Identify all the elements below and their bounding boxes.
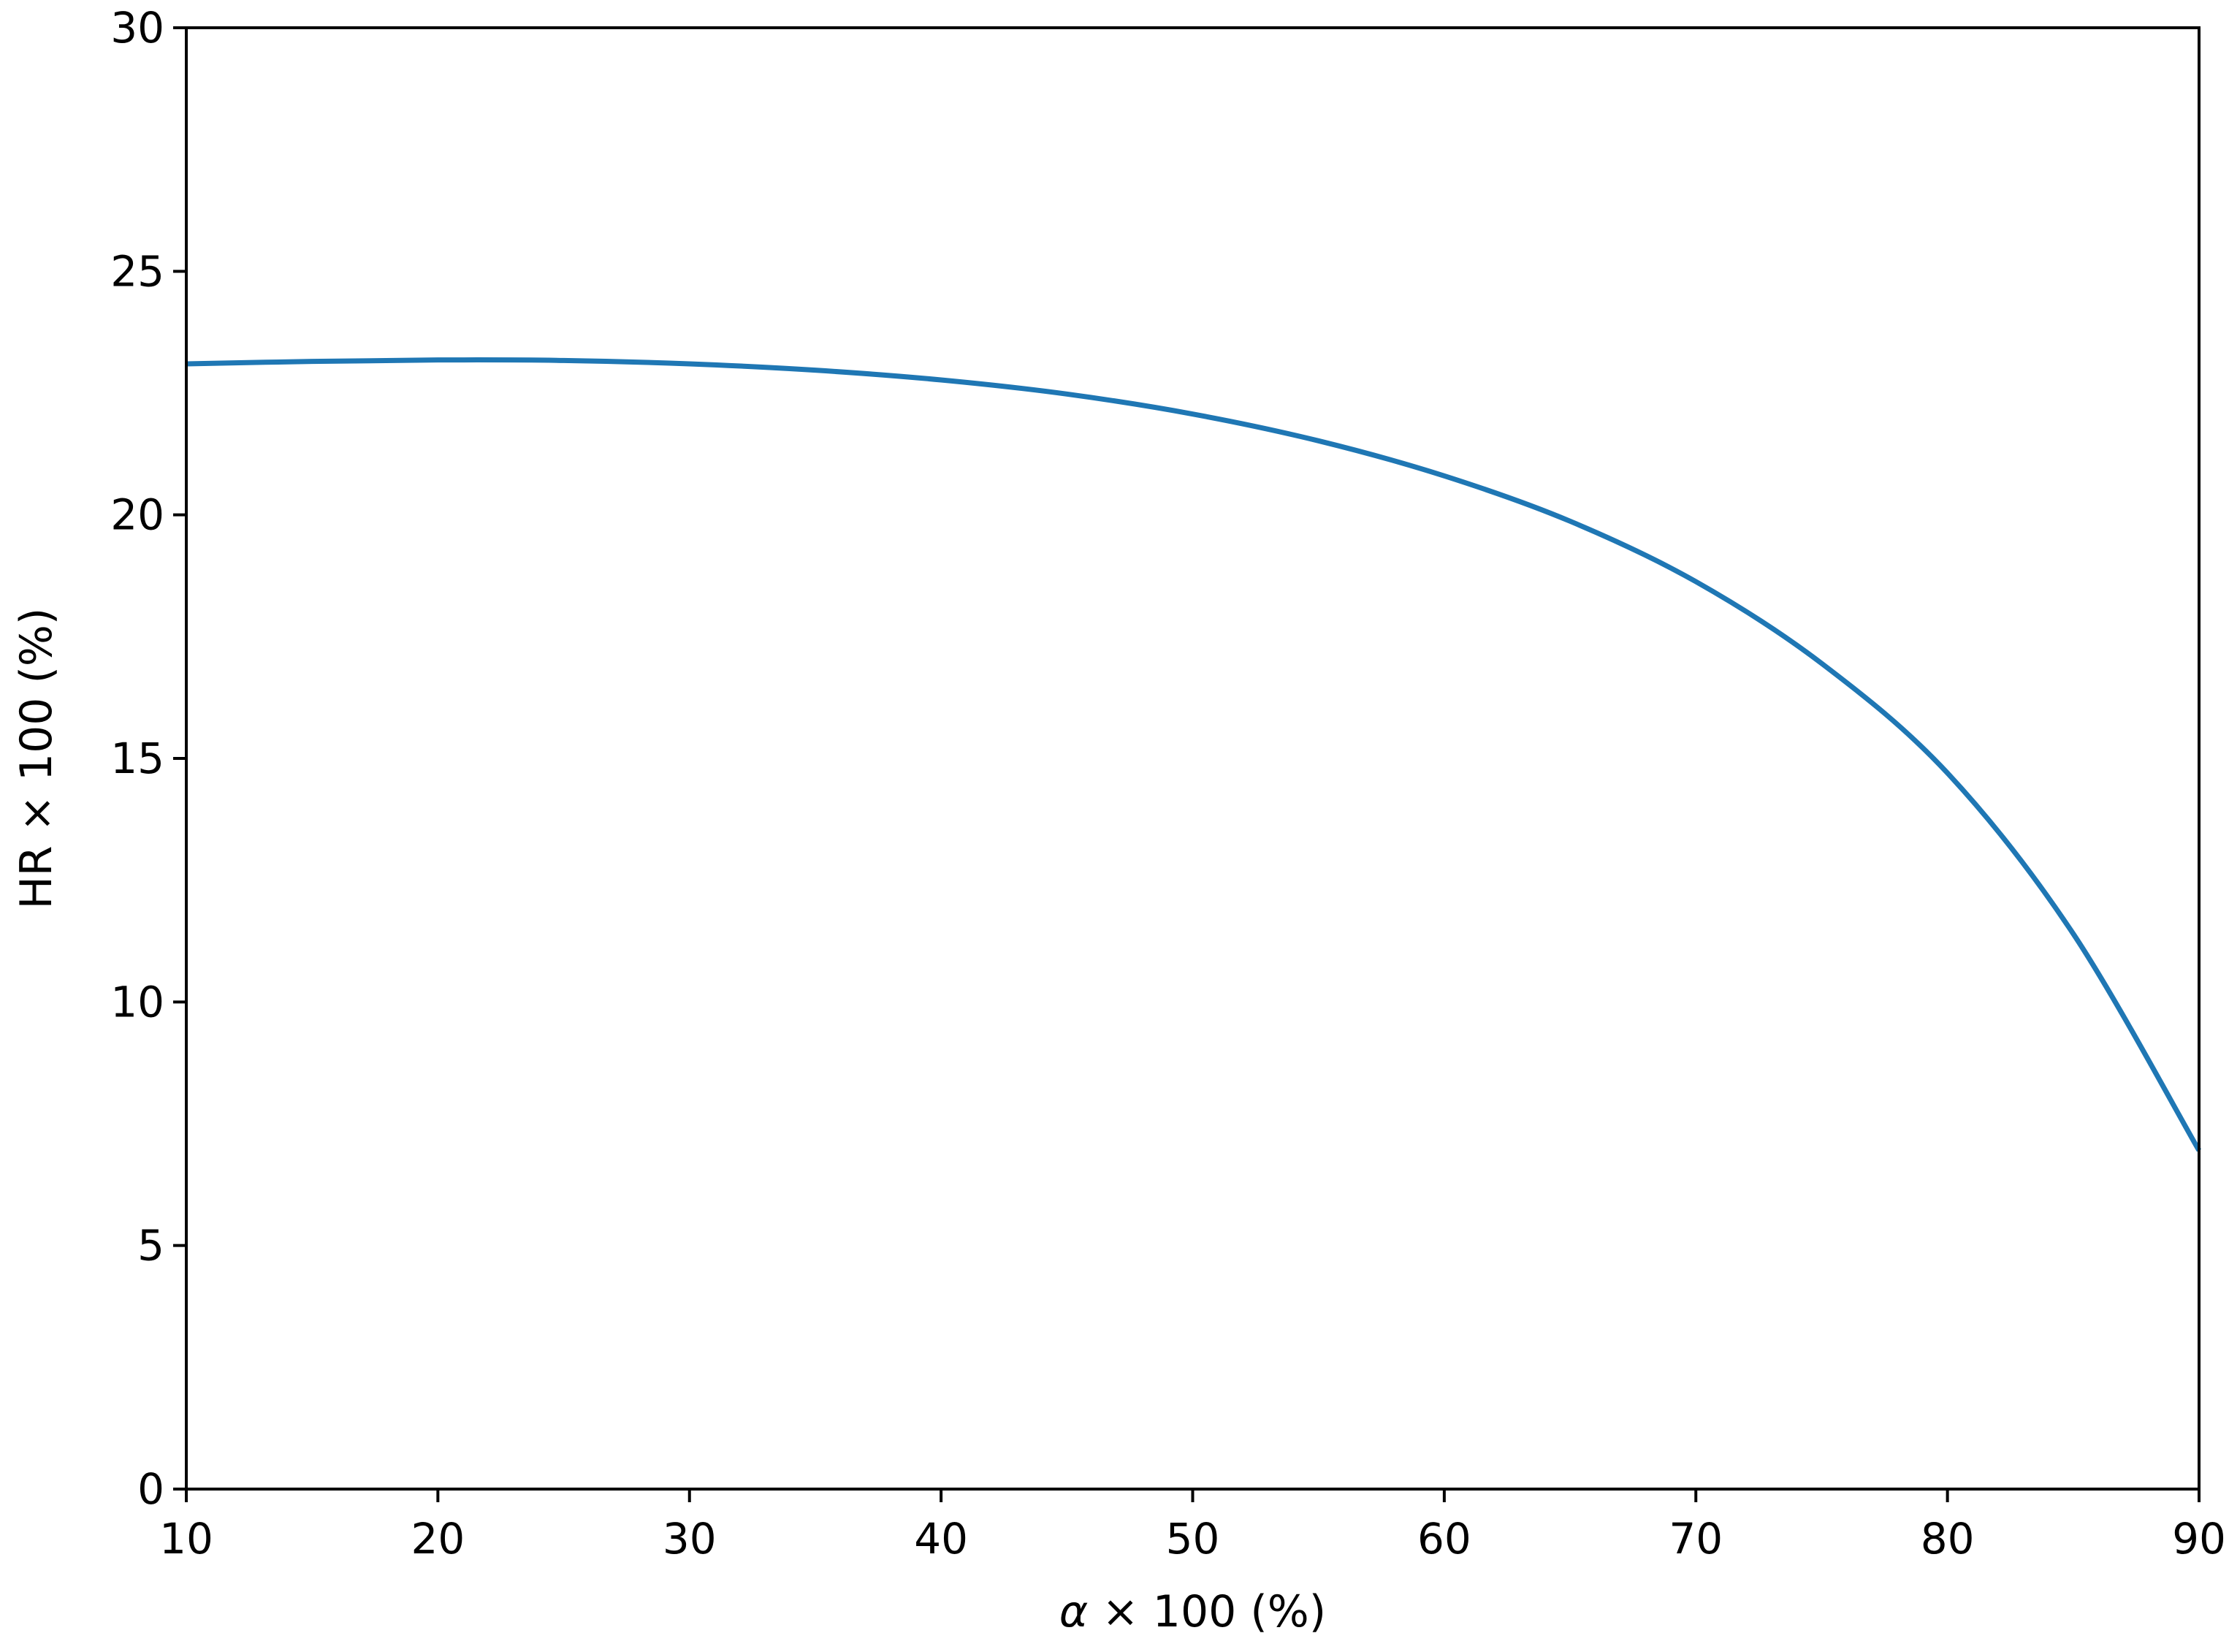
x-tick-label: 20 bbox=[411, 1514, 465, 1564]
x-tick-label: 60 bbox=[1417, 1514, 1471, 1564]
y-tick-label: 0 bbox=[137, 1464, 164, 1514]
series-line bbox=[186, 357, 2202, 1152]
x-axis-label: α × 100 (%) bbox=[1059, 1586, 1326, 1637]
y-tick-label: 20 bbox=[110, 490, 164, 540]
x-axis-ticks: 10 20 30 40 50 60 70 80 90 bbox=[159, 1489, 2226, 1564]
x-axis-label-symbol: α bbox=[1059, 1586, 1089, 1637]
series-layer bbox=[186, 357, 2202, 1152]
y-tick-label: 25 bbox=[110, 246, 164, 296]
x-tick-label: 30 bbox=[663, 1514, 717, 1564]
x-tick-label: 90 bbox=[2172, 1514, 2226, 1564]
x-tick-label: 70 bbox=[1669, 1514, 1723, 1564]
y-tick-label: 10 bbox=[110, 977, 164, 1027]
plot-area bbox=[186, 28, 2199, 1489]
x-tick-label: 80 bbox=[1921, 1514, 1975, 1564]
x-tick-label: 50 bbox=[1166, 1514, 1220, 1564]
x-axis-label-text: × 100 (%) bbox=[1102, 1586, 1326, 1637]
y-tick-label: 15 bbox=[110, 734, 164, 783]
y-tick-label: 30 bbox=[110, 3, 164, 53]
y-axis-ticks: 0 5 10 15 20 25 30 bbox=[110, 3, 186, 1514]
y-tick-label: 5 bbox=[137, 1221, 164, 1271]
x-tick-label: 40 bbox=[914, 1514, 968, 1564]
x-tick-label: 10 bbox=[159, 1514, 213, 1564]
plot-background bbox=[186, 28, 2199, 1489]
y-axis-label: HR × 100 (%) bbox=[11, 608, 62, 910]
